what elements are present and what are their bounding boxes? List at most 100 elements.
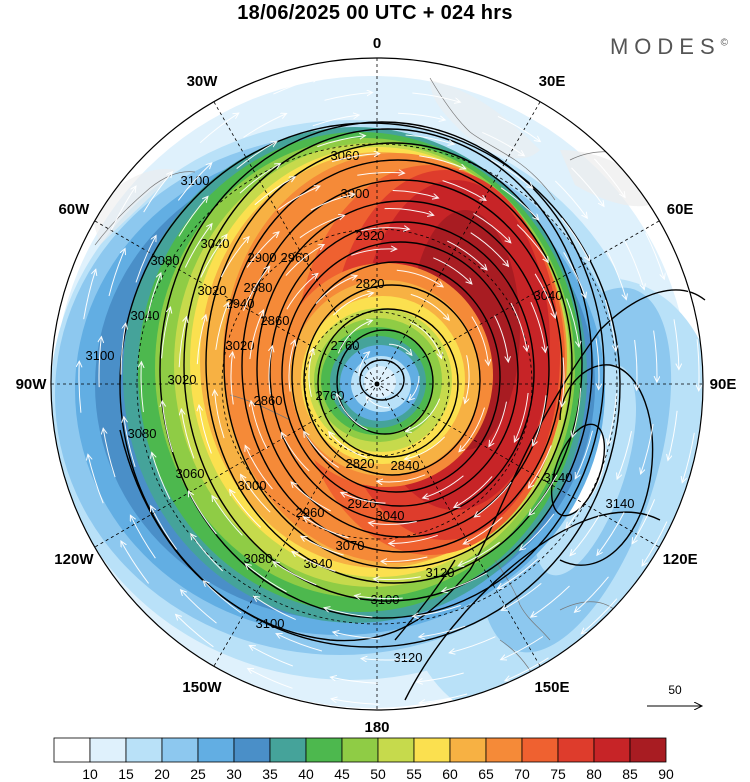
contour-label: 3020 bbox=[198, 283, 227, 298]
streamline bbox=[291, 482, 331, 512]
streamline bbox=[99, 337, 101, 388]
colorbar-label: 45 bbox=[334, 766, 350, 782]
streamline bbox=[215, 303, 229, 350]
streamline bbox=[458, 541, 500, 566]
streamline bbox=[524, 103, 565, 131]
colorbar-label: 25 bbox=[190, 766, 206, 782]
geopotential-contours bbox=[119, 121, 706, 701]
contour-label: 2960 bbox=[296, 505, 325, 520]
streamline bbox=[419, 693, 468, 703]
colorbar-label: 60 bbox=[442, 766, 458, 782]
streamline bbox=[108, 249, 125, 297]
contour-label: 3120 bbox=[394, 650, 423, 665]
streamline bbox=[624, 241, 644, 290]
colorbar-swatch bbox=[629, 737, 667, 763]
streamline bbox=[405, 134, 454, 144]
streamline bbox=[243, 114, 287, 138]
colorbar-swatch bbox=[557, 737, 595, 763]
streamline bbox=[254, 596, 296, 621]
contour-label: 3080 bbox=[151, 253, 180, 268]
streamline bbox=[121, 541, 149, 584]
contour-label: 2920 bbox=[348, 496, 377, 511]
streamline bbox=[594, 158, 625, 198]
colorbar: 10 15 20 25 30 35 40 45 50 55 60 65 70 75 80 85 90 bbox=[53, 737, 674, 782]
streamline bbox=[230, 490, 262, 528]
colorbar-label: 90 bbox=[658, 766, 674, 782]
streamline bbox=[310, 194, 355, 211]
colorbar-swatch bbox=[413, 737, 451, 763]
streamline bbox=[286, 274, 318, 310]
streamline bbox=[181, 590, 217, 624]
streamline bbox=[241, 474, 271, 513]
reference-vector: 50 bbox=[647, 683, 702, 706]
colorbar-swatch bbox=[161, 737, 199, 763]
streamline bbox=[530, 301, 546, 352]
streamline bbox=[200, 235, 227, 278]
streamline bbox=[632, 499, 656, 544]
streamline bbox=[531, 585, 570, 617]
contour-label: 3080 bbox=[128, 426, 157, 441]
streamline bbox=[135, 236, 156, 283]
streamline bbox=[288, 340, 295, 392]
streamline bbox=[597, 512, 625, 555]
contour-label: 2820 bbox=[346, 456, 375, 471]
streamline bbox=[497, 115, 541, 141]
streamline bbox=[505, 657, 549, 681]
streamline bbox=[410, 321, 441, 358]
contour-label: 2760 bbox=[331, 338, 360, 353]
streamline bbox=[79, 361, 81, 413]
streamline bbox=[575, 430, 593, 479]
colorbar-label: 15 bbox=[118, 766, 134, 782]
longitude-label: 30W bbox=[187, 73, 219, 90]
contour-label: 3100 bbox=[371, 592, 400, 607]
contour-labels: 3060 3000 2920 2820 2760 2760 2820 2840 2860 2860… bbox=[86, 148, 635, 665]
colorbar-label: 85 bbox=[622, 766, 638, 782]
streamline bbox=[191, 534, 224, 572]
streamline bbox=[130, 515, 156, 559]
map-title: 18/06/2025 00 UTC + 024 hrs bbox=[237, 2, 513, 24]
streamline bbox=[454, 476, 493, 507]
colorbar-label: 30 bbox=[226, 766, 242, 782]
streamline bbox=[491, 159, 532, 188]
map-border bbox=[50, 57, 704, 711]
streamline bbox=[377, 474, 426, 482]
streamline bbox=[243, 266, 270, 311]
colorbar-swatch bbox=[485, 737, 523, 763]
contour-label: 2860 bbox=[261, 313, 290, 328]
streamline bbox=[124, 417, 136, 468]
streamline bbox=[162, 401, 174, 453]
streamline bbox=[315, 276, 357, 305]
contour-label: 2840 bbox=[391, 458, 420, 473]
streamline bbox=[341, 493, 386, 504]
contour-label: 3140 bbox=[544, 470, 573, 485]
copyright-mark: © bbox=[720, 37, 728, 49]
streamline bbox=[249, 310, 264, 360]
streamline bbox=[248, 668, 293, 689]
streamline bbox=[442, 180, 486, 201]
contour-label: 3040 bbox=[534, 288, 563, 303]
streamline bbox=[528, 445, 552, 488]
streamline bbox=[572, 387, 582, 437]
longitude-label: 180 bbox=[364, 719, 389, 736]
colorbar-swatch bbox=[125, 737, 163, 763]
streamline bbox=[355, 596, 403, 599]
contour-label: 3020 bbox=[226, 338, 255, 353]
streamline bbox=[249, 645, 293, 667]
contour-label: 3000 bbox=[341, 186, 370, 201]
colorbar-swatch bbox=[593, 737, 631, 763]
streamline bbox=[412, 92, 460, 102]
streamline bbox=[83, 269, 96, 320]
streamline bbox=[324, 93, 373, 101]
streamline bbox=[251, 401, 268, 450]
contour-label: 3070 bbox=[336, 538, 365, 553]
streamline bbox=[563, 252, 586, 298]
streamline bbox=[653, 330, 657, 383]
streamline bbox=[520, 513, 555, 550]
colorbar-swatch bbox=[341, 737, 379, 763]
contour-label: 3060 bbox=[176, 466, 205, 481]
streamline bbox=[369, 522, 417, 525]
contour-label: 3040 bbox=[201, 236, 230, 251]
streamline bbox=[471, 316, 489, 366]
streamline bbox=[358, 352, 370, 377]
streamline bbox=[178, 196, 208, 237]
